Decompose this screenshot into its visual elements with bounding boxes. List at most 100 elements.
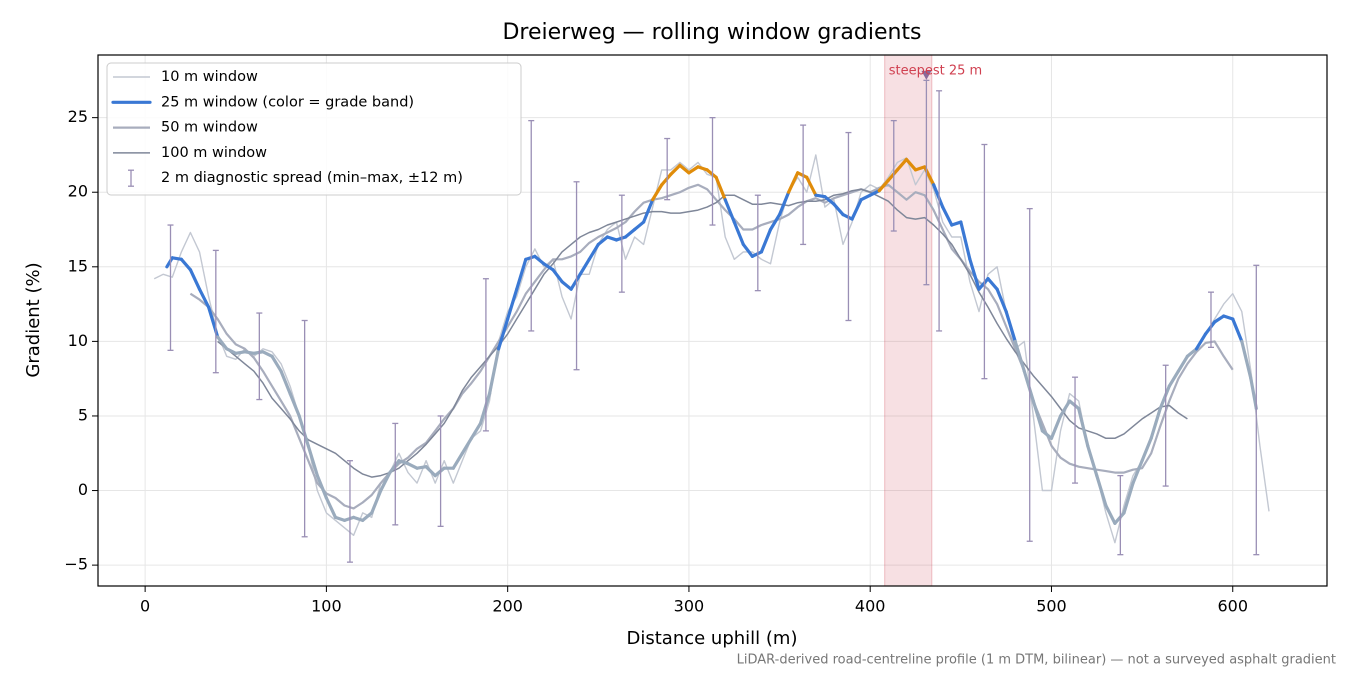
line-segment (587, 242, 600, 261)
y-tick-label: 15 (68, 256, 88, 275)
line-segment (188, 268, 202, 291)
line-segment (895, 157, 909, 172)
legend-label: 10 m window (161, 69, 258, 85)
legend-label: 50 m window (161, 120, 258, 136)
line-segment (877, 178, 890, 193)
line-segment (859, 193, 872, 202)
line-segment (777, 190, 791, 217)
line-segment (324, 496, 338, 519)
line-segment (687, 165, 700, 175)
plot-frame (97, 54, 1328, 587)
line-segment (1213, 314, 1226, 324)
legend-label: 25 m window (color = grade band) (161, 94, 414, 110)
line-segment (578, 257, 591, 276)
line-segment (197, 287, 211, 309)
line-segment (451, 451, 464, 470)
y-tick-label: 20 (68, 182, 88, 201)
line-segment (225, 347, 238, 355)
line-segment (542, 262, 555, 272)
line-segment (1067, 399, 1081, 411)
line-segment (995, 287, 1008, 314)
series-line (189, 183, 1234, 510)
line-segment (959, 220, 972, 261)
line-segment (315, 474, 328, 500)
line-segment (759, 227, 773, 254)
line-segment (469, 421, 483, 440)
legend-label: 100 m window (161, 145, 267, 161)
line-segment (179, 257, 193, 272)
line-segment (560, 280, 573, 291)
line-segment (1249, 377, 1258, 411)
line-segment (1022, 369, 1035, 403)
line-segment (941, 205, 954, 227)
line-segment (460, 436, 474, 455)
line-segment (750, 250, 764, 258)
x-tick-label: 600 (1217, 597, 1248, 616)
x-tick-label: 100 (311, 597, 342, 616)
line-segment (732, 220, 745, 247)
steepest-marker (921, 70, 932, 80)
line-segment (714, 175, 727, 202)
line-segment (1004, 309, 1017, 343)
line-segment (932, 183, 945, 209)
line-segment (1131, 459, 1144, 485)
line-segment (823, 195, 836, 206)
line-segment (306, 444, 319, 478)
line-segment (165, 256, 174, 269)
line-segment (596, 235, 609, 247)
line-segment (1158, 384, 1171, 411)
line-segment (841, 212, 854, 221)
highlight-span (884, 54, 933, 587)
line-segment (297, 414, 310, 448)
line-segment (768, 212, 782, 232)
line-segment (904, 157, 918, 172)
series-layer (153, 154, 1270, 544)
line-segment (1240, 339, 1253, 381)
line-segment (1058, 399, 1072, 418)
legend-label: 2 m diagnostic spread (min–max, ±12 m) (161, 170, 463, 186)
line-segment (478, 391, 492, 426)
line-segment (868, 189, 881, 197)
line-segment (433, 466, 446, 478)
x-tick-label: 300 (674, 597, 705, 616)
x-tick-label: 200 (492, 597, 523, 616)
line-segment (651, 183, 664, 202)
line-segment (669, 163, 682, 176)
line-segment (986, 277, 999, 291)
y-tick-label: 0 (78, 480, 88, 499)
line-segment (1176, 354, 1190, 373)
line-segment (1185, 347, 1199, 358)
line-segment (787, 171, 800, 194)
line-segment (370, 488, 383, 515)
line-segment (805, 175, 818, 197)
y-tick-label: −5 (64, 555, 88, 574)
line-segment (642, 198, 655, 224)
line-segment (406, 462, 419, 470)
line-segment (796, 171, 809, 179)
line-segment (705, 168, 718, 179)
line-segment (1122, 481, 1135, 515)
line-segment (569, 272, 582, 291)
line-segment (977, 277, 990, 291)
y-tick-label: 10 (68, 331, 88, 350)
line-segment (1049, 414, 1063, 440)
line-segment (270, 354, 283, 373)
y-axis-label: Gradient (%) (23, 262, 44, 377)
line-segment (424, 465, 437, 478)
line-segment (487, 347, 501, 396)
line-segment (1031, 399, 1045, 433)
line-segment (1095, 474, 1108, 508)
line-segment (968, 257, 981, 291)
line-segment (1167, 369, 1180, 388)
line-segment (886, 168, 899, 182)
line-segment (832, 202, 845, 217)
line-segment (723, 198, 736, 224)
line-segment (1077, 406, 1090, 448)
line-segment (515, 257, 528, 291)
line-segment (1113, 511, 1126, 525)
line-segment (361, 511, 374, 522)
line-segment (1203, 320, 1217, 336)
line-segment (533, 254, 546, 266)
line-segment (551, 268, 564, 284)
